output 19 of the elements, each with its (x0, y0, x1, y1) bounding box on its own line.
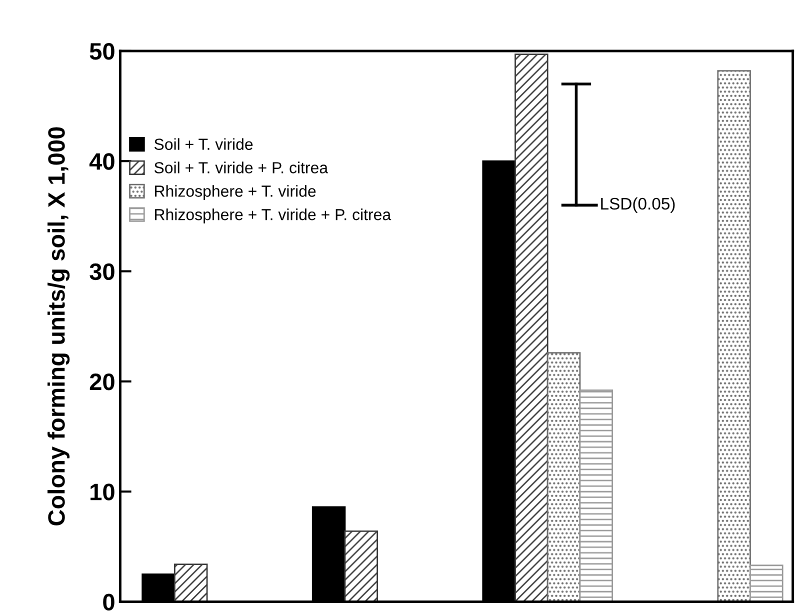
y-tick-label: 20 (90, 373, 114, 390)
legend-label: Rhizosphere + T. viride + P. citrea (155, 208, 392, 224)
bar (717, 70, 751, 602)
bar (750, 564, 784, 602)
y-tick-label: 40 (89, 153, 114, 170)
y-tick-label: 50 (90, 43, 114, 60)
bar (546, 352, 581, 602)
bar (174, 564, 208, 602)
legend-label: Rhizosphere + T. viride (155, 185, 316, 200)
bar (514, 54, 548, 602)
y-tick-label: 10 (90, 484, 114, 500)
bar (579, 390, 614, 602)
bar (344, 530, 378, 602)
legend-label: Soil + T. viride (154, 138, 253, 150)
legend-label: Soil + T. viride + P. citrea (154, 162, 328, 174)
y-tick-label: 0 (103, 594, 114, 611)
y-axis-title: Colony forming units/g soil, X 1,000 (48, 127, 70, 526)
y-tick-label: 30 (90, 263, 114, 280)
annotation: LSD(0.05) (601, 197, 675, 213)
